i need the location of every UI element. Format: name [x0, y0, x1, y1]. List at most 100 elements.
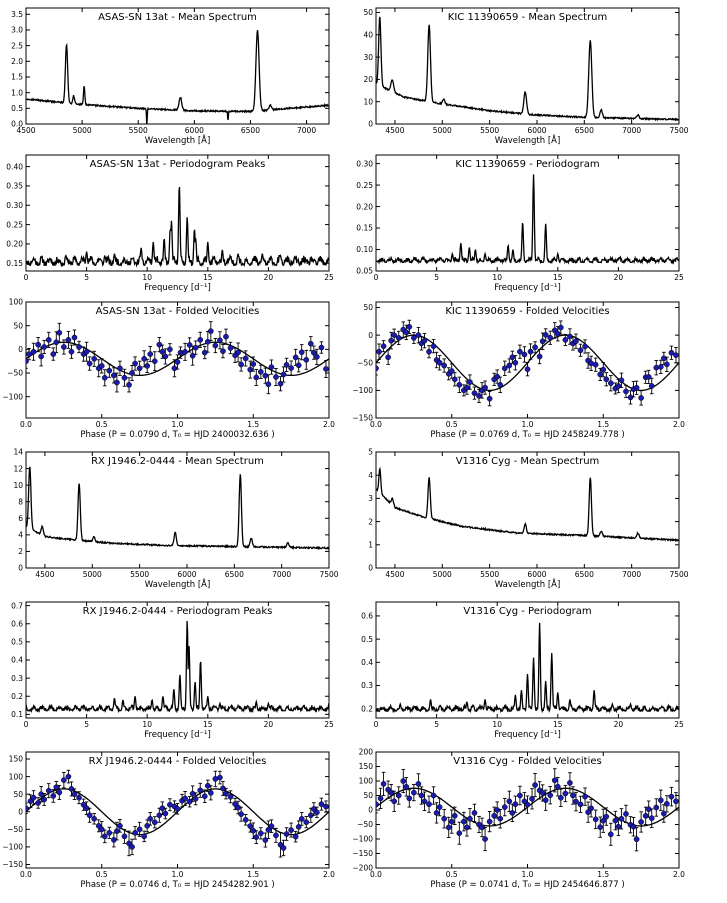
data-point: [603, 813, 610, 820]
y-tick-label: 20: [363, 75, 373, 84]
data-point: [573, 798, 579, 805]
x-tick-label: 20: [264, 720, 274, 729]
data-point: [517, 348, 523, 355]
data-point: [456, 382, 463, 388]
data-area: [376, 319, 679, 407]
x-tick-label: 2.0: [323, 420, 335, 429]
data-point: [76, 794, 82, 801]
data-point: [506, 362, 513, 369]
y-tick-label: −150: [352, 849, 373, 858]
data-point: [517, 792, 523, 799]
x-tick-label: 1.5: [597, 870, 609, 879]
x-tick-label: 6000: [527, 570, 546, 579]
data-point: [91, 815, 98, 822]
x-tick-label: 0.5: [96, 420, 108, 429]
data-point: [377, 795, 384, 802]
x-axis-label: Frequency [d⁻¹]: [494, 730, 561, 740]
y-tick-label: 0.4: [361, 658, 373, 667]
data-point: [220, 348, 226, 354]
x-axis-label: Phase (P = 0.0746 d, T₀ = HJD 2454282.90…: [80, 880, 274, 890]
data-point: [132, 829, 138, 836]
data-point: [314, 354, 320, 360]
data-point: [144, 363, 151, 369]
data-point: [217, 774, 223, 781]
x-tick-label: 7000: [622, 570, 641, 579]
y-tick-label: 0: [18, 564, 23, 573]
data-point: [111, 372, 117, 379]
chart-panel-2: 4500 5000 5500 6000 6500 7000 7500 0 10 20 30 40 50 K…: [363, 7, 689, 146]
x-tick-label: 15: [203, 273, 213, 282]
chart-panel-12: 0.0 0.5 1.0 1.5 2.0 −200 −150 −100 −50 0 50 100 150 2…: [352, 748, 685, 890]
chart-title: V1316 Cyg - Folded Velocities: [453, 756, 601, 767]
data-point: [395, 792, 402, 799]
data-point: [38, 353, 45, 360]
x-tick-label: 2.0: [323, 870, 335, 879]
x-tick-label: 5500: [129, 126, 148, 135]
data-point: [567, 780, 573, 786]
data-point: [491, 812, 498, 819]
data-point: [426, 348, 432, 355]
chart-panel-10: 0 5 10 15 20 25 0.2 0.3 0.4 0.5 0.6 V1316 Cyg - Per…: [361, 601, 684, 740]
data-point: [421, 337, 428, 344]
y-tick-label: 0.15: [356, 224, 373, 233]
data-point: [141, 833, 148, 840]
chart-title: ASAS-SN 13at - Periodogram Peaks: [90, 159, 266, 170]
x-tick-label: 7500: [669, 126, 688, 135]
chart-title: V1316 Cyg - Periodogram: [463, 606, 591, 617]
y-tick-label: 0.20: [6, 240, 23, 249]
data-point: [532, 782, 538, 788]
data-point: [56, 329, 63, 336]
plot-frame: [25, 154, 330, 272]
x-tick-label: 6000: [527, 126, 546, 135]
data-point: [262, 372, 269, 379]
x-tick-label: 10: [492, 720, 502, 729]
data-point: [162, 353, 169, 360]
data-area: [376, 622, 679, 714]
data-point: [98, 363, 105, 369]
x-tick-label: 1.5: [597, 420, 609, 429]
data-point: [436, 804, 443, 810]
y-tick-label: 0.35: [6, 182, 23, 191]
data-point: [273, 374, 279, 380]
y-tick-label: 50: [13, 321, 23, 330]
y-tick-label: 6: [18, 514, 23, 523]
x-tick-label: 0: [374, 273, 379, 282]
data-area: [376, 174, 679, 265]
data-point: [41, 796, 48, 803]
y-tick-label: 0.2: [11, 692, 23, 701]
data-point: [482, 836, 488, 842]
data-point: [451, 376, 458, 383]
y-tick-label: 0.05: [356, 267, 373, 276]
y-tick-label: 50: [13, 790, 23, 799]
x-tick-label: 5: [84, 720, 89, 729]
x-axis-label: Frequency [d⁻¹]: [494, 283, 561, 293]
data-point: [227, 793, 234, 800]
x-tick-label: 5500: [480, 570, 499, 579]
data-point: [204, 338, 211, 345]
y-tick-label: 0: [368, 331, 373, 340]
data-point: [151, 819, 158, 826]
periodogram-line: [26, 186, 329, 268]
data-point: [171, 365, 178, 372]
data-point: [597, 824, 604, 831]
data-point: [486, 818, 493, 825]
y-tick-label: 3: [368, 494, 373, 503]
data-point: [573, 338, 579, 345]
plot-frame: [375, 7, 680, 125]
data-point: [494, 373, 501, 380]
data-point: [497, 815, 504, 822]
data-point: [132, 360, 138, 367]
y-tick-label: 0.25: [356, 181, 373, 190]
data-point: [497, 382, 504, 388]
x-tick-label: 1.0: [522, 420, 534, 429]
y-tick-label: 50: [363, 791, 373, 800]
y-tick-label: −100: [352, 835, 373, 844]
data-point: [426, 801, 432, 808]
y-tick-label: 0.5: [11, 104, 23, 113]
data-point: [98, 826, 105, 833]
y-tick-label: −50: [7, 369, 23, 378]
data-point: [114, 379, 120, 386]
data-point: [314, 809, 320, 816]
data-point: [421, 798, 428, 805]
plot-frame: [25, 7, 330, 125]
